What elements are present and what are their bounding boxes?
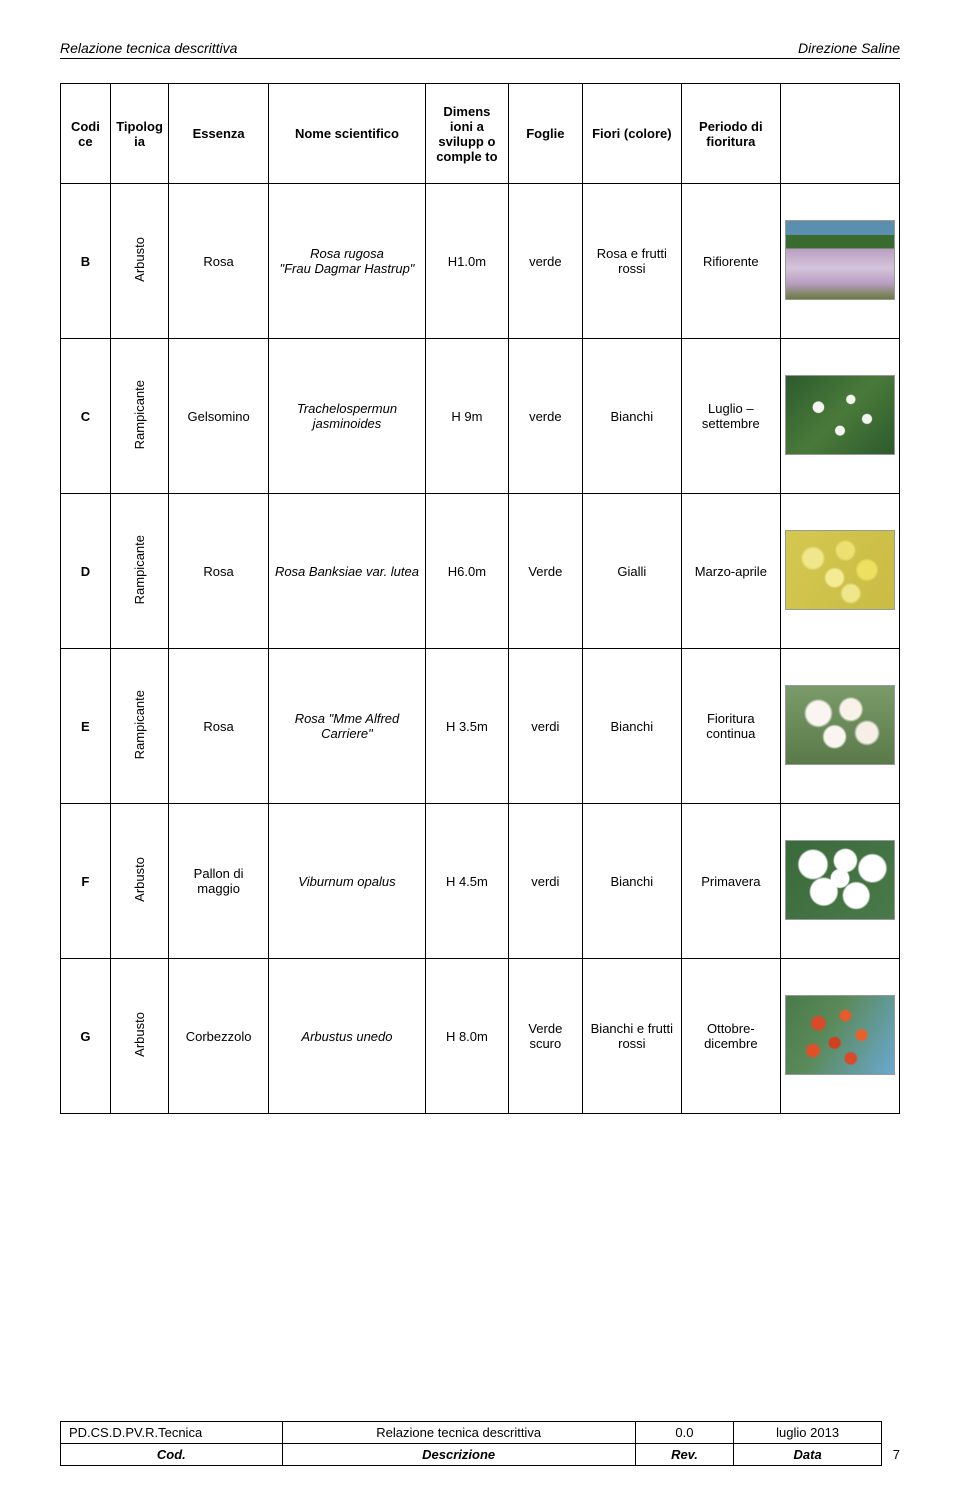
header-right: Direzione Saline [798, 40, 900, 56]
cell-foglie: Verde [508, 494, 582, 649]
cell-periodo: Rifiorente [681, 184, 780, 339]
cell-nome-scientifico: Rosa Banksiae var. lutea [268, 494, 425, 649]
col-dimensioni: Dimens ioni a svilupp o comple to [426, 84, 509, 184]
cell-foglie: verde [508, 339, 582, 494]
cell-periodo: Fioritura continua [681, 649, 780, 804]
header-left: Relazione tecnica descrittiva [60, 40, 237, 56]
table-row: D Rampicante RosaRosa Banksiae var. luteaH… [61, 494, 900, 649]
cell-nome-scientifico: Rosa rugosa "Frau Dagmar Hastrup" [268, 184, 425, 339]
cell-nome-scientifico: Rosa "Mme Alfred Carriere" [268, 649, 425, 804]
footer-rev: 0.0 [635, 1422, 734, 1444]
cell-tipologia: Arbusto [110, 804, 169, 959]
cell-periodo: Marzo-aprile [681, 494, 780, 649]
footer-table: PD.CS.D.PV.R.Tecnica Relazione tecnica d… [60, 1421, 882, 1466]
cell-tipologia: Rampicante [110, 339, 169, 494]
col-fiori: Fiori (colore) [582, 84, 681, 184]
cell-image [780, 184, 899, 339]
cell-essenza: Rosa [169, 494, 269, 649]
cell-foglie: verdi [508, 804, 582, 959]
cell-tipologia: Rampicante [110, 649, 169, 804]
col-nome-scientifico: Nome scientifico [268, 84, 425, 184]
cell-tipologia: Arbusto [110, 959, 169, 1114]
cell-essenza: Gelsomino [169, 339, 269, 494]
footer-label-cod: Cod. [61, 1444, 283, 1466]
cell-fiori: Rosa e frutti rossi [582, 184, 681, 339]
footer-label-desc: Descrizione [282, 1444, 635, 1466]
cell-fiori: Bianchi [582, 649, 681, 804]
table-row: E Rampicante RosaRosa "Mme Alfred Carriere… [61, 649, 900, 804]
plant-thumbnail [785, 530, 895, 610]
cell-image [780, 494, 899, 649]
plant-thumbnail [785, 840, 895, 920]
footer-label-rev: Rev. [635, 1444, 734, 1466]
cell-periodo: Luglio – settembre [681, 339, 780, 494]
cell-essenza: Rosa [169, 184, 269, 339]
plant-thumbnail [785, 995, 895, 1075]
cell-code: D [61, 494, 111, 649]
plants-table: Codi ce Tipolog ia Essenza Nome scientif… [60, 83, 900, 1114]
cell-dimensioni: H6.0m [426, 494, 509, 649]
cell-code: B [61, 184, 111, 339]
cell-fiori: Bianchi e frutti rossi [582, 959, 681, 1114]
page-footer: PD.CS.D.PV.R.Tecnica Relazione tecnica d… [60, 1421, 900, 1466]
col-periodo: Periodo di fioritura [681, 84, 780, 184]
table-row: G Arbusto CorbezzoloArbustus unedoH 8.0mVe… [61, 959, 900, 1114]
tipologia-vertical-label: Rampicante [132, 380, 147, 449]
cell-dimensioni: H 4.5m [426, 804, 509, 959]
cell-fiori: Bianchi [582, 804, 681, 959]
footer-label-data: Data [734, 1444, 882, 1466]
table-header-row: Codi ce Tipolog ia Essenza Nome scientif… [61, 84, 900, 184]
footer-row-1: PD.CS.D.PV.R.Tecnica Relazione tecnica d… [61, 1422, 882, 1444]
cell-image [780, 339, 899, 494]
table-row: C Rampicante GelsominoTrachelospermun jasm… [61, 339, 900, 494]
col-essenza: Essenza [169, 84, 269, 184]
table-row: B Arbusto RosaRosa rugosa "Frau Dagmar Has… [61, 184, 900, 339]
cell-code: F [61, 804, 111, 959]
cell-foglie: verdi [508, 649, 582, 804]
cell-nome-scientifico: Viburnum opalus [268, 804, 425, 959]
cell-code: C [61, 339, 111, 494]
cell-foglie: verde [508, 184, 582, 339]
page-number: 7 [893, 1447, 900, 1462]
col-tipologia: Tipolog ia [110, 84, 169, 184]
cell-foglie: Verde scuro [508, 959, 582, 1114]
tipologia-vertical-label: Arbusto [132, 237, 147, 282]
cell-essenza: Pallon di maggio [169, 804, 269, 959]
table-row: F Arbusto Pallon di maggioViburnum opalusH… [61, 804, 900, 959]
footer-code: PD.CS.D.PV.R.Tecnica [61, 1422, 283, 1444]
tipologia-vertical-label: Rampicante [132, 535, 147, 604]
cell-code: G [61, 959, 111, 1114]
cell-tipologia: Arbusto [110, 184, 169, 339]
plant-thumbnail [785, 220, 895, 300]
col-foglie: Foglie [508, 84, 582, 184]
cell-image [780, 959, 899, 1114]
cell-code: E [61, 649, 111, 804]
cell-dimensioni: H 3.5m [426, 649, 509, 804]
cell-dimensioni: H1.0m [426, 184, 509, 339]
tipologia-vertical-label: Arbusto [132, 857, 147, 902]
tipologia-vertical-label: Rampicante [132, 690, 147, 759]
plant-thumbnail [785, 375, 895, 455]
tipologia-vertical-label: Arbusto [132, 1012, 147, 1057]
col-image [780, 84, 899, 184]
cell-tipologia: Rampicante [110, 494, 169, 649]
plant-thumbnail [785, 685, 895, 765]
page-header: Relazione tecnica descrittiva Direzione … [60, 40, 900, 59]
cell-fiori: Gialli [582, 494, 681, 649]
cell-nome-scientifico: Arbustus unedo [268, 959, 425, 1114]
cell-periodo: Ottobre-dicembre [681, 959, 780, 1114]
cell-nome-scientifico: Trachelospermun jasminoides [268, 339, 425, 494]
cell-essenza: Corbezzolo [169, 959, 269, 1114]
cell-periodo: Primavera [681, 804, 780, 959]
cell-image [780, 649, 899, 804]
cell-essenza: Rosa [169, 649, 269, 804]
footer-date: luglio 2013 [734, 1422, 882, 1444]
footer-desc: Relazione tecnica descrittiva [282, 1422, 635, 1444]
cell-fiori: Bianchi [582, 339, 681, 494]
cell-dimensioni: H 9m [426, 339, 509, 494]
cell-image [780, 804, 899, 959]
footer-row-2: Cod. Descrizione Rev. Data [61, 1444, 882, 1466]
col-codice: Codi ce [61, 84, 111, 184]
cell-dimensioni: H 8.0m [426, 959, 509, 1114]
